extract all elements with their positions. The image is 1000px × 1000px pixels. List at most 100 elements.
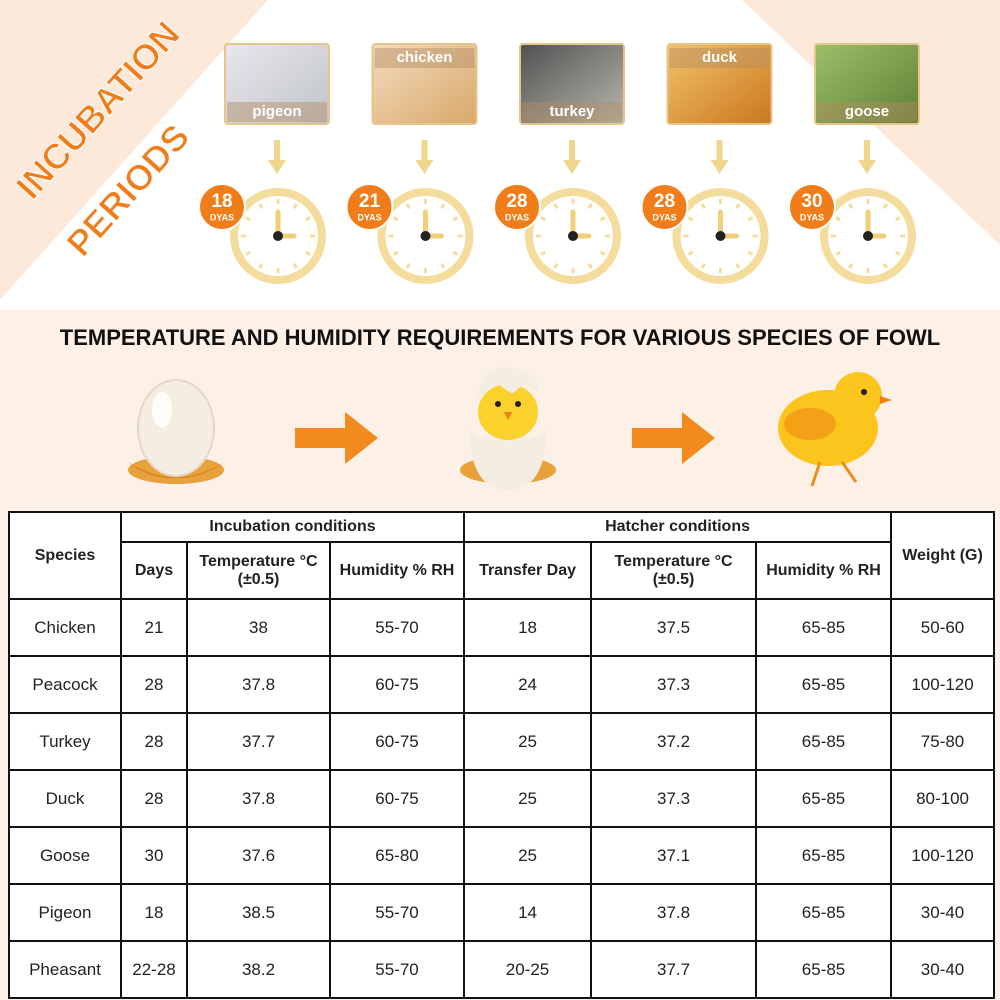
arrow-down: [858, 140, 876, 174]
arrow-right: [632, 412, 715, 464]
days-unit: DYAS: [357, 212, 381, 222]
days-number: 28: [654, 191, 675, 212]
days-badge: [493, 183, 541, 231]
cell: 38.5: [186, 883, 331, 942]
cell: Pigeon: [8, 883, 122, 942]
cell: 21: [120, 598, 188, 657]
cell: 60-75: [328, 769, 466, 828]
species-label: turkey: [549, 103, 595, 120]
clock-tick: [553, 262, 559, 269]
egg-illustration: [128, 379, 224, 484]
period-cards: pigeon18DYASchicken21DYASturkey28DYASduc…: [198, 43, 920, 284]
column-label: Days: [134, 561, 174, 579]
clock-tick: [292, 262, 298, 269]
arrow-down: [415, 140, 434, 174]
clock-tick: [848, 262, 854, 269]
cell: 100-120: [890, 826, 996, 885]
data-row: Chicken 21 38 55-70 18 37.5 65-85 50-60: [8, 598, 996, 657]
clock-tick: [894, 250, 901, 256]
cell: 55-70: [328, 598, 466, 657]
species-label: chicken: [397, 49, 453, 66]
clock-center: [715, 231, 726, 241]
cell: 55-70: [328, 940, 466, 999]
cell: 38: [186, 598, 331, 657]
cell: 24: [463, 655, 593, 714]
corner-left: [0, 0, 268, 300]
clock-center: [863, 231, 873, 241]
species-photo: [371, 43, 478, 125]
clock-tick: [540, 216, 547, 222]
cell: 37.5: [590, 598, 758, 657]
header-cell: Species: [8, 511, 122, 600]
clock-tick: [882, 203, 888, 210]
clock-center: [420, 231, 431, 241]
clock-tick: [245, 250, 252, 256]
clock-tick: [687, 250, 694, 256]
column-label: Temperature °C: [614, 552, 733, 570]
data-row: Pigeon 18 38.5 55-70 14 37.8 65-85 30-40: [8, 883, 996, 942]
cell: 50-60: [890, 598, 996, 657]
cell: 37.8: [186, 769, 331, 828]
clock-tick: [747, 250, 754, 256]
cell: 37.8: [590, 883, 758, 942]
data-row: Turkey 28 37.7 60-75 25 37.2 65-85 75-80: [8, 712, 996, 771]
heading: TEMPERATURE AND HUMIDITY REQUIREMENTS FO…: [60, 325, 940, 350]
cell: 37.3: [590, 655, 758, 714]
cell: 65-85: [755, 712, 893, 771]
top-graphic: INCUBATION PERIODS pigeon18DYASchicken21…: [0, 0, 1000, 487]
chick-illustration: [778, 372, 892, 487]
clock-tick: [700, 203, 706, 210]
header-row: Days Temperature °C (±0.5) Humidity % RH Tra…: [9, 541, 994, 600]
days-number: 28: [506, 191, 527, 212]
species-photo: [666, 43, 773, 125]
clock-tick: [735, 203, 741, 210]
cell: 37.7: [186, 712, 331, 771]
cell: 65-80: [328, 826, 466, 885]
cell: 25: [463, 712, 593, 771]
clock-tick: [540, 250, 547, 256]
column-header: Temperature °C (±0.5): [186, 541, 331, 600]
column-label: Humidity % RH: [339, 561, 455, 579]
group-header: Hatcher conditions: [463, 511, 893, 543]
column-note: (±0.5): [237, 570, 280, 588]
column-note: (±0.5): [652, 570, 695, 588]
label-band: [374, 48, 475, 68]
label-band: [522, 102, 622, 122]
days-unit: DYAS: [652, 212, 676, 222]
column-label: Temperature °C: [199, 552, 318, 570]
species-photo: [224, 43, 330, 125]
days-badge: [345, 183, 394, 231]
clock-tick: [553, 203, 559, 210]
species-photo: [519, 43, 625, 125]
clock-tick: [735, 262, 741, 269]
clock-tick: [440, 203, 446, 210]
label-band: [227, 102, 327, 122]
column-header: Humidity % RH: [328, 541, 466, 600]
clock-tick: [700, 262, 706, 269]
cell: Turkey: [8, 712, 122, 771]
label-band: [817, 102, 917, 122]
arrow-down: [563, 140, 581, 174]
clock-tick: [894, 216, 901, 222]
cell: 37.6: [186, 826, 331, 885]
arrow-right: [295, 412, 378, 464]
cell: Chicken: [8, 598, 122, 657]
header-cell: Weight (G): [890, 511, 996, 600]
clock-tick: [848, 203, 854, 210]
species-label: pigeon: [252, 103, 301, 120]
data-row: Duck 28 37.8 60-75 25 37.3 65-85 80-100: [8, 769, 996, 828]
cell: 30-40: [890, 883, 996, 942]
cell: 38.2: [186, 940, 331, 999]
clock-tick: [392, 250, 399, 256]
clock-center: [568, 231, 578, 241]
clock-tick: [587, 203, 593, 210]
days-badge: [788, 183, 836, 231]
clock-tick: [392, 216, 399, 222]
cell: 100-120: [890, 655, 996, 714]
clock-tick: [452, 250, 459, 256]
clock-tick: [304, 250, 311, 256]
clock-tick: [599, 216, 606, 222]
label-band: [669, 48, 770, 68]
cell: 25: [463, 769, 593, 828]
